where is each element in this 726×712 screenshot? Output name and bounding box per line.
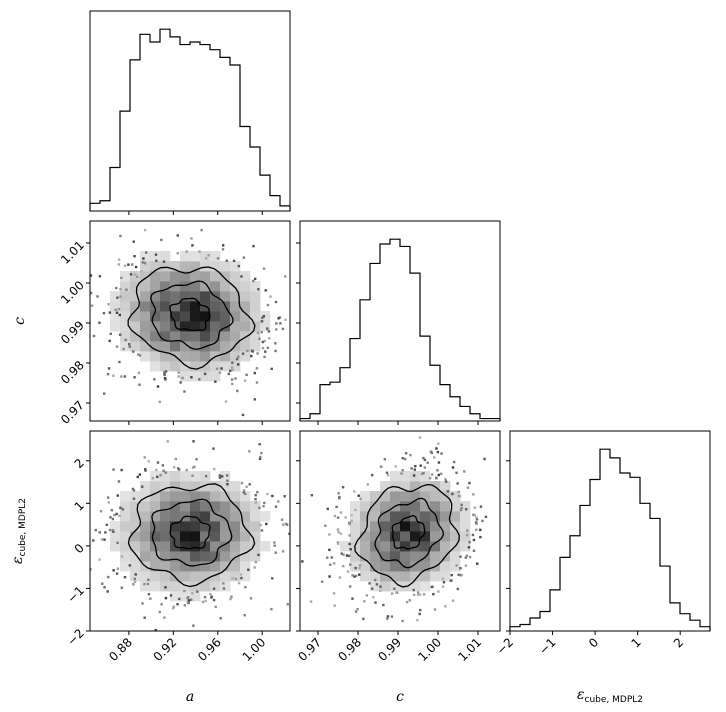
y-tick-label-c-2: 0.99	[58, 318, 87, 347]
contour-a-eps-0	[169, 515, 211, 550]
axes-frame-0-1	[89, 220, 291, 422]
x-tick-label-a-0: 0.88	[106, 635, 135, 664]
scatter-c-eps	[301, 436, 488, 623]
y-tick-label-eps-0: −2	[65, 626, 87, 648]
x-tick-label-eps-0: −2	[494, 635, 516, 657]
x-tick-label-c-0: 0.97	[295, 635, 324, 664]
contour-c-eps-2	[354, 483, 460, 588]
y-tick-label-eps-2: 0	[72, 541, 87, 556]
contour-a-eps-1	[151, 498, 233, 567]
scatter-a-eps	[90, 440, 290, 631]
y-tick-label-eps-3: 1	[72, 498, 87, 513]
axes-frame-0-2	[89, 430, 291, 632]
x-tick-label-eps-3: 1	[628, 635, 643, 650]
y-tick-label-eps-1: −1	[65, 583, 87, 605]
histogram-eps	[509, 448, 711, 631]
x-tick-label-c-1: 0.98	[335, 635, 364, 664]
y-tick-label-c-1: 0.98	[58, 358, 87, 387]
histogram-a	[89, 28, 291, 211]
x-tick-label-a-3: 1.00	[240, 635, 269, 664]
x-tick-label-c-4: 1.01	[455, 635, 484, 664]
contour-c-eps-0	[391, 515, 426, 550]
y-axis-label-eps: εcube, MDPL2	[10, 498, 28, 564]
contour-a-c-0	[169, 297, 211, 332]
y-tick-label-c-0: 0.97	[58, 398, 87, 427]
contour-c-eps-1	[374, 497, 444, 569]
contour-a-c-1	[150, 280, 234, 350]
y-axis-label-c: c	[12, 317, 28, 325]
y-tick-label-c-4: 1.01	[58, 238, 87, 267]
contour-a-eps-2	[127, 483, 256, 588]
x-tick-label-eps-1: −1	[536, 635, 558, 657]
y-tick-label-c-3: 1.00	[58, 278, 87, 307]
x-tick-label-eps-4: 2	[671, 635, 686, 650]
contour-a-c-2	[127, 266, 256, 370]
histogram-c	[299, 238, 501, 421]
histogram-line-a	[89, 28, 291, 211]
histogram-line-c	[299, 238, 501, 421]
axes-frame-0-0	[89, 10, 291, 212]
x-tick-label-a-1: 0.92	[151, 635, 180, 664]
y-tick-label-eps-4: 2	[72, 456, 87, 471]
x-tick-label-c-2: 0.99	[375, 635, 404, 664]
x-axis-label-eps: εcube, MDPL2	[577, 687, 643, 705]
x-axis-label-a: a	[186, 689, 194, 705]
x-axis-label-c: c	[396, 689, 404, 705]
axes-frame-1-1	[299, 220, 501, 422]
axes-frame-2-2	[509, 430, 711, 632]
scatter-a-c	[90, 228, 287, 417]
x-tick-label-a-2: 0.96	[195, 635, 224, 664]
axes-frame-1-2	[299, 430, 501, 632]
x-tick-label-eps-2: 0	[586, 635, 601, 650]
x-tick-label-c-3: 1.00	[415, 635, 444, 664]
histogram-line-eps	[509, 448, 711, 631]
panels	[86, 10, 711, 635]
